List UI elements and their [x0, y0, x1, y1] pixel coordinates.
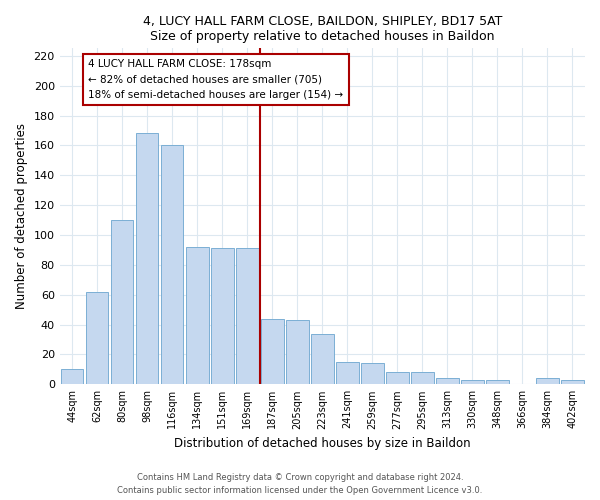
Bar — [86, 292, 109, 384]
Bar — [536, 378, 559, 384]
Bar — [136, 134, 158, 384]
Bar — [436, 378, 458, 384]
Bar — [161, 146, 184, 384]
Text: 4 LUCY HALL FARM CLOSE: 178sqm
← 82% of detached houses are smaller (705)
18% of: 4 LUCY HALL FARM CLOSE: 178sqm ← 82% of … — [88, 59, 344, 100]
Bar — [411, 372, 434, 384]
Bar — [111, 220, 133, 384]
Bar — [261, 318, 284, 384]
Bar — [386, 372, 409, 384]
Bar — [486, 380, 509, 384]
Bar — [361, 364, 383, 384]
Bar — [211, 248, 233, 384]
Bar — [461, 380, 484, 384]
Bar — [286, 320, 308, 384]
Text: Contains HM Land Registry data © Crown copyright and database right 2024.
Contai: Contains HM Land Registry data © Crown c… — [118, 473, 482, 495]
Y-axis label: Number of detached properties: Number of detached properties — [15, 124, 28, 310]
Bar — [236, 248, 259, 384]
Bar — [561, 380, 584, 384]
X-axis label: Distribution of detached houses by size in Baildon: Distribution of detached houses by size … — [174, 437, 470, 450]
Title: 4, LUCY HALL FARM CLOSE, BAILDON, SHIPLEY, BD17 5AT
Size of property relative to: 4, LUCY HALL FARM CLOSE, BAILDON, SHIPLE… — [143, 15, 502, 43]
Bar — [336, 362, 359, 384]
Bar — [186, 247, 209, 384]
Bar — [311, 334, 334, 384]
Bar — [61, 370, 83, 384]
